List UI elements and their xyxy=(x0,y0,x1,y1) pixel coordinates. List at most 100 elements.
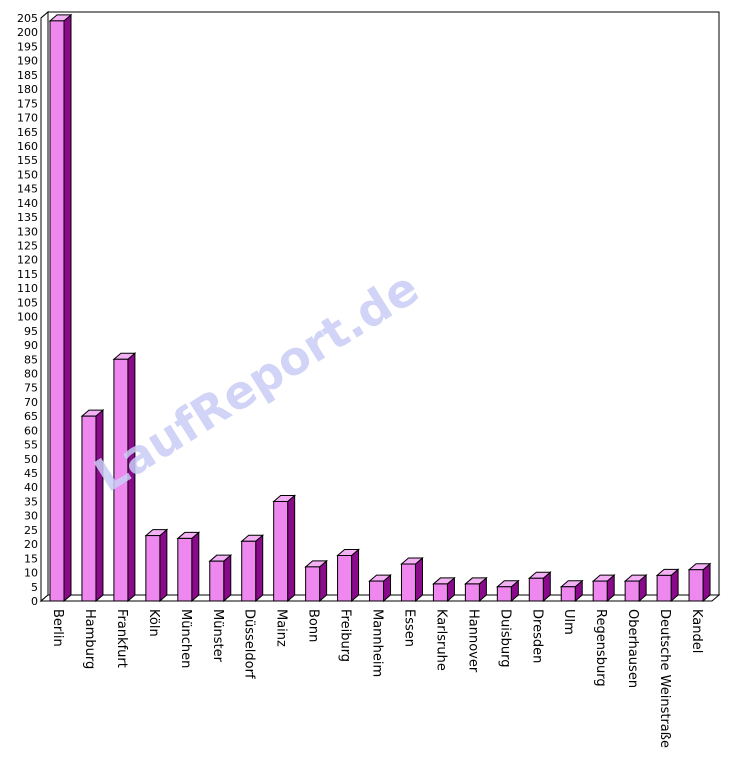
bar-front xyxy=(209,560,225,602)
y-tick-label: 5 xyxy=(31,581,38,594)
y-tick-label: 50 xyxy=(24,453,38,466)
y-tick-label: 90 xyxy=(24,339,38,352)
y-tick-label: 65 xyxy=(24,410,38,423)
y-tick-label: 30 xyxy=(24,510,38,523)
x-category-label: Münster xyxy=(210,609,225,663)
x-category-label: München xyxy=(178,609,193,668)
bar xyxy=(400,556,424,603)
bar xyxy=(336,548,360,603)
bar xyxy=(304,559,328,603)
bar-front xyxy=(81,415,97,602)
bars xyxy=(48,13,712,603)
bar-front xyxy=(624,580,640,602)
back-wall xyxy=(47,11,720,596)
plot-walls xyxy=(39,10,721,603)
bar-front xyxy=(337,554,353,602)
bar xyxy=(144,528,169,603)
y-tick-label: 80 xyxy=(24,367,38,380)
x-category-label: Hamburg xyxy=(82,609,97,669)
bar xyxy=(432,576,456,603)
bar-side xyxy=(287,494,296,603)
y-tick-label: 110 xyxy=(17,282,38,295)
bar-front xyxy=(464,583,480,602)
side-wall xyxy=(40,10,49,603)
bar-side xyxy=(351,548,360,603)
bar xyxy=(272,494,297,603)
x-category-label: Kandel xyxy=(689,609,704,653)
y-tick-label: 160 xyxy=(17,140,38,153)
bar xyxy=(464,576,488,603)
bar-front xyxy=(241,540,257,602)
bar xyxy=(623,574,648,603)
y-tick-label: 155 xyxy=(17,154,38,167)
y-axis-tick-labels: 0510152025303540455055606570758085909510… xyxy=(17,12,38,608)
y-tick-label: 60 xyxy=(24,424,38,437)
x-category-label: Bonn xyxy=(306,609,321,642)
bar-front xyxy=(305,566,321,602)
x-category-label: Mainz xyxy=(274,609,289,647)
y-tick-label: 190 xyxy=(17,55,38,68)
x-category-label: Regensburg xyxy=(593,609,608,687)
y-tick-label: 195 xyxy=(17,40,38,53)
y-tick-label: 40 xyxy=(24,481,38,494)
bar xyxy=(687,562,712,603)
y-tick-label: 165 xyxy=(17,126,38,139)
y-tick-label: 130 xyxy=(17,225,38,238)
x-category-label: Freiburg xyxy=(338,609,353,662)
y-tick-label: 135 xyxy=(17,211,38,224)
bar-front xyxy=(496,586,512,602)
bar-front xyxy=(432,583,448,602)
bar xyxy=(112,352,137,603)
y-tick-label: 10 xyxy=(24,567,38,580)
bar-front xyxy=(592,580,608,602)
x-category-label: Oberhausen xyxy=(625,609,640,688)
x-category-label: Berlin xyxy=(50,609,65,647)
bar-side xyxy=(414,556,423,603)
y-tick-label: 70 xyxy=(24,396,38,409)
y-tick-label: 180 xyxy=(17,83,38,96)
bar-side xyxy=(191,531,200,603)
y-tick-label: 175 xyxy=(17,97,38,110)
bar xyxy=(176,531,201,603)
y-tick-label: 140 xyxy=(17,197,38,210)
bar xyxy=(527,571,552,603)
y-tick-label: 85 xyxy=(24,353,38,366)
y-tick-label: 95 xyxy=(24,325,38,338)
y-tick-label: 170 xyxy=(17,112,38,125)
bar xyxy=(655,568,680,603)
bar xyxy=(591,574,616,603)
bar xyxy=(559,579,584,603)
y-tick-label: 20 xyxy=(24,538,38,551)
y-tick-label: 100 xyxy=(17,311,38,324)
x-category-label: Essen xyxy=(401,609,416,647)
bar-front xyxy=(400,563,416,602)
bar-side xyxy=(255,534,264,603)
x-category-label: Köln xyxy=(146,609,161,637)
bar xyxy=(368,574,392,603)
y-tick-label: 125 xyxy=(17,240,38,253)
bar-front xyxy=(177,537,193,602)
bar xyxy=(48,13,73,603)
y-tick-label: 200 xyxy=(17,26,38,39)
y-tick-label: 205 xyxy=(17,12,38,25)
bar-front xyxy=(145,535,161,602)
x-category-label: Frankfurt xyxy=(114,609,129,668)
y-tick-label: 120 xyxy=(17,254,38,267)
x-category-label: Karlsruhe xyxy=(433,609,448,671)
y-tick-label: 0 xyxy=(31,595,38,608)
bar-front xyxy=(49,20,65,602)
x-category-label: Deutsche Weinstraße xyxy=(657,609,672,748)
x-category-label: Düsseldorf xyxy=(242,609,257,679)
bar xyxy=(495,579,520,603)
y-tick-label: 45 xyxy=(24,467,38,480)
x-category-label: Hannover xyxy=(465,609,480,673)
bar-front xyxy=(369,580,385,602)
y-tick-label: 185 xyxy=(17,69,38,82)
bar-front xyxy=(113,358,129,602)
x-category-label: Dresden xyxy=(529,609,544,663)
x-category-label: Mannheim xyxy=(370,609,385,677)
y-tick-label: 75 xyxy=(24,382,38,395)
bar-side xyxy=(223,554,232,603)
bar-side xyxy=(319,559,328,603)
